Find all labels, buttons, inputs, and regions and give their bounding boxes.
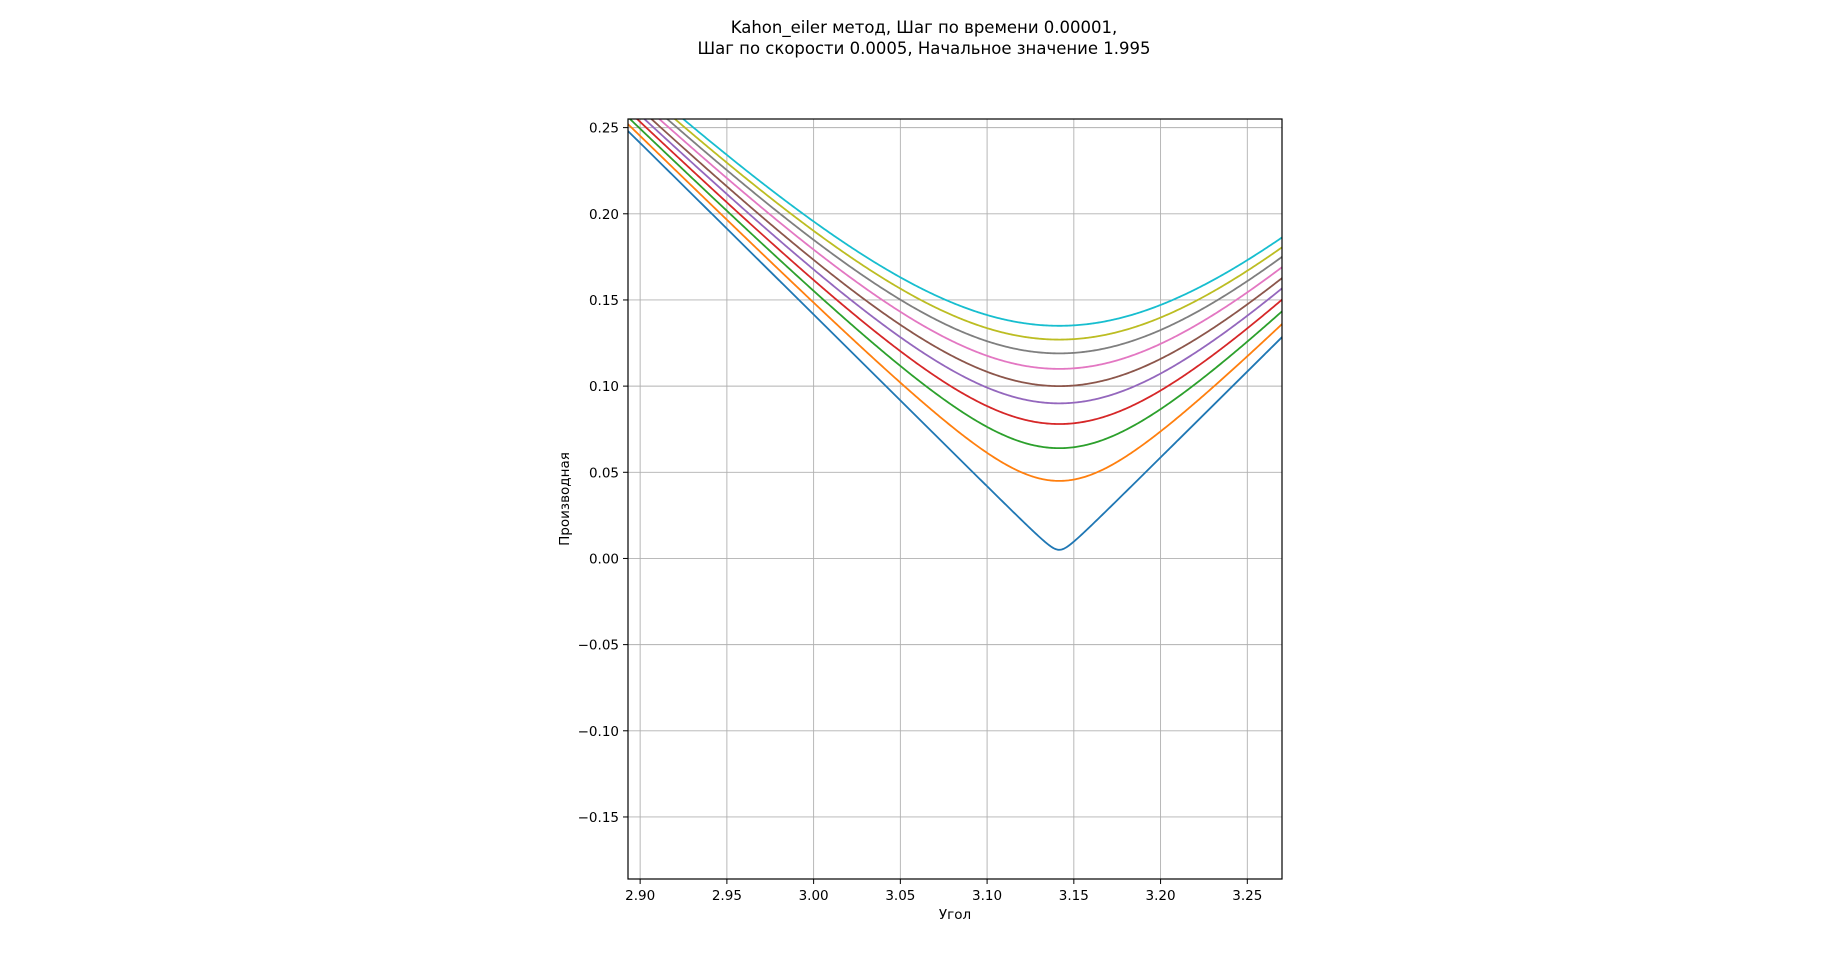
y-tick-label: −0.15 (578, 810, 619, 826)
y-tick-label: 0.00 (589, 551, 619, 567)
x-tick-label: 3.05 (885, 888, 915, 904)
series-group (628, 119, 1282, 551)
x-tick-label: 3.10 (972, 888, 1002, 904)
y-axis-label: Производная (557, 452, 573, 546)
upper-branch-trajectory-1 (628, 129, 1282, 551)
y-tick-label: 0.15 (589, 293, 619, 309)
upper-branch-trajectory-6 (650, 119, 1282, 388)
upper-branch-trajectory-10 (681, 119, 1282, 327)
x-tick-label: 3.15 (1059, 888, 1089, 904)
chart-title-line-2: Шаг по скорости 0.0005, Начальное значен… (697, 39, 1151, 58)
upper-branch-trajectory-8 (665, 119, 1282, 355)
plot-frame (627, 118, 1283, 880)
x-axis-label: Угол (939, 907, 971, 923)
upper-branch-trajectory-9 (673, 119, 1282, 341)
x-tick-label: 3.20 (1146, 888, 1176, 904)
y-tick-label: 0.10 (589, 379, 619, 395)
y-tick-label: 0.20 (589, 207, 619, 223)
x-tick-label: 2.95 (712, 888, 742, 904)
ticks: 2.90 2.95 3.00 3.05 3.10 3.15 3.20 3.25 −0.15 −0.… (578, 121, 1263, 904)
upper-branch-trajectory-5 (643, 119, 1282, 405)
upper-branch-trajectory-4 (635, 119, 1282, 425)
y-tick-label: 0.05 (589, 465, 619, 481)
y-tick-label: −0.05 (578, 638, 619, 654)
upper-branch-trajectory-2 (628, 122, 1282, 482)
x-tick-label: 3.25 (1232, 888, 1262, 904)
grid (628, 119, 1282, 879)
y-tick-label: 0.25 (589, 121, 619, 137)
upper-branch-trajectory-3 (628, 119, 1282, 450)
chart-title-line-1: Kahon_eiler метод, Шаг по времени 0.0000… (730, 18, 1118, 37)
y-tick-label: −0.10 (578, 724, 619, 740)
x-tick-label: 3.00 (799, 888, 829, 904)
upper-branch-trajectory-7 (657, 119, 1282, 370)
x-tick-label: 2.90 (625, 888, 655, 904)
